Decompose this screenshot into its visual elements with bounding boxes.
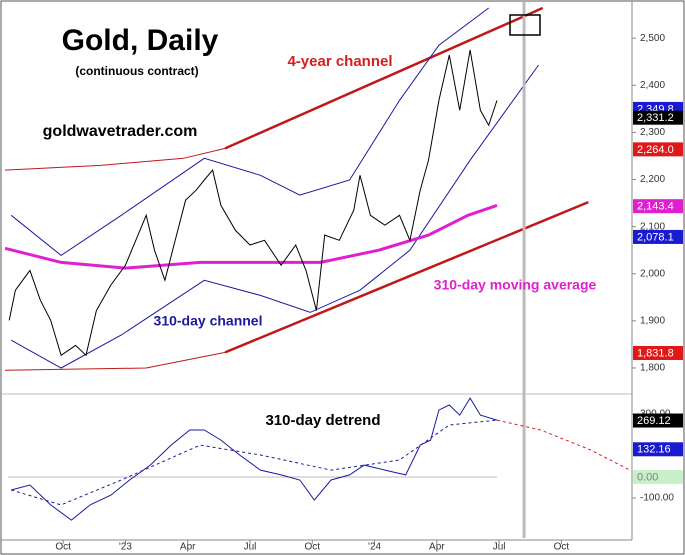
price-tag (633, 142, 683, 157)
price-tag-label: 1,831.8 (637, 347, 674, 359)
price-tag (633, 413, 683, 428)
y-tick-label: 2,400 (640, 80, 665, 91)
price-tag-label: 2,331.2 (637, 112, 674, 124)
target-box (509, 14, 541, 36)
y-tick-label: 2,500 (640, 33, 665, 44)
y-tick-label: 2,200 (640, 174, 665, 185)
x-tick-label: Apr (180, 542, 196, 553)
x-tick-label: Oct (55, 542, 71, 553)
annotation: 4-year channel (287, 53, 392, 70)
plot-area (5, 6, 589, 371)
price-tag (633, 110, 683, 125)
price-tag (633, 199, 683, 214)
series-line (11, 397, 498, 521)
series-line (5, 147, 226, 171)
price-tag-label: 2,143.4 (637, 201, 674, 213)
series-line (8, 49, 498, 357)
y-tick-label: -100.00 (640, 493, 674, 504)
plot-area (8, 397, 631, 521)
series-line (5, 351, 226, 371)
price-tag-label: 0.00 (637, 471, 658, 483)
series-line (224, 6, 544, 150)
price-tag-label: 132.16 (637, 444, 671, 456)
panel-title: 310-day detrend (265, 412, 380, 429)
price-tag (633, 229, 683, 244)
price-tag-label: 2,078.1 (637, 231, 674, 243)
y-tick-label: 1,900 (640, 315, 665, 326)
price-tag (633, 442, 683, 457)
chart-title: Gold, Daily (62, 24, 219, 57)
series-line (10, 7, 489, 257)
x-tick-label: Jul (493, 542, 506, 553)
y-tick-label: 2,000 (640, 268, 665, 279)
series-line (11, 419, 498, 506)
y-tick-label: 2,100 (640, 221, 665, 232)
series-line (224, 200, 589, 354)
x-tick-label: '24 (368, 542, 381, 553)
y-tick-label: 1,800 (640, 363, 665, 374)
annotation: goldwavetrader.com (43, 123, 198, 140)
price-tag (633, 345, 683, 360)
price-tag-label: 269.12 (637, 415, 671, 427)
series-line (10, 64, 540, 369)
x-tick-label: Oct (304, 542, 320, 553)
x-tick-label: '23 (119, 542, 132, 553)
y-tick-label: 2,300 (640, 127, 665, 138)
chart-subtitle: (continuous contract) (75, 64, 198, 78)
price-tag-label: 2,264.0 (637, 144, 674, 156)
series-line (496, 419, 631, 471)
price-tag (633, 470, 683, 485)
x-tick-label: Jul (244, 542, 257, 553)
annotation: 310-day channel (154, 313, 263, 329)
x-tick-label: Apr (429, 542, 445, 553)
x-tick-label: Oct (554, 542, 570, 553)
annotation: 310-day moving average (434, 277, 597, 293)
series-line (5, 203, 498, 270)
